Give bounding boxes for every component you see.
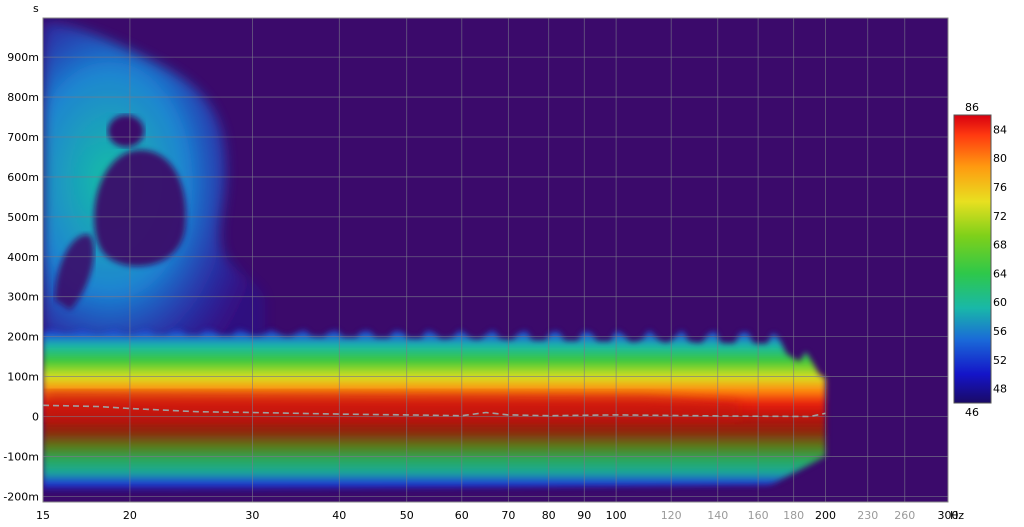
colorbar-tick-label: 84	[993, 123, 1007, 136]
x-tick-label: 200	[815, 509, 836, 522]
x-axis-unit: Hz	[950, 509, 964, 522]
y-tick-label: -100m	[3, 450, 39, 463]
colorbar-tick-label: 48	[993, 383, 1007, 396]
colorbar-ticks: 48 52 56 60 64 68 72 76 80 84	[993, 123, 1007, 395]
colorbar-tick-label: 64	[993, 267, 1007, 280]
decay-hole-center	[94, 150, 186, 267]
energy-band-core	[43, 390, 739, 423]
y-tick-label: 800m	[7, 91, 39, 104]
y-tick-label: -200m	[3, 490, 39, 503]
heatmap-layer	[43, 22, 826, 493]
x-tick-label: 260	[894, 509, 915, 522]
colorbar-gradient	[953, 114, 992, 404]
y-tick-label: 100m	[7, 371, 39, 384]
x-tick-label: 15	[36, 509, 50, 522]
x-tick-label: 230	[857, 509, 878, 522]
colorbar-tick-label: 80	[993, 152, 1007, 165]
x-tick-label: 50	[400, 509, 414, 522]
x-tick-label: 70	[501, 509, 515, 522]
y-tick-label: 700m	[7, 131, 39, 144]
y-tick-label: 200m	[7, 331, 39, 344]
colorbar-tick-label: 52	[993, 354, 1007, 367]
x-tick-label: 180	[783, 509, 804, 522]
x-tick-label: 90	[577, 509, 591, 522]
colorbar-tick-label: 60	[993, 296, 1007, 309]
decay-hole-upper	[108, 115, 144, 147]
y-tick-label: 600m	[7, 171, 39, 184]
x-tick-label: 160	[748, 509, 769, 522]
x-tick-label: 140	[707, 509, 728, 522]
y-tick-label: 500m	[7, 211, 39, 224]
colorbar-tick-label: 56	[993, 325, 1007, 338]
colorbar: 86 46 48 52 56 60 64 68 72 76 80 84	[953, 101, 1007, 419]
x-tick-label: 80	[542, 509, 556, 522]
x-tick-label: 30	[245, 509, 259, 522]
x-tick-label: 300	[938, 509, 959, 522]
colorbar-tick-label: 68	[993, 239, 1007, 252]
plot-frame	[42, 17, 949, 503]
colorbar-max-label: 86	[965, 101, 979, 114]
x-tick-label: 20	[123, 509, 137, 522]
x-axis-ticks: 15 20 30 40 50 60 70 80 90 100 120 140 160 180 200 230 2…	[36, 509, 959, 522]
colorbar-tick-label: 72	[993, 210, 1007, 223]
y-axis-ticks: 900m 800m 700m 600m 500m 400m 300m 200m 100m 0 -10…	[3, 51, 39, 503]
decay-hole-left	[55, 234, 94, 310]
y-tick-label: 0	[32, 411, 39, 424]
peak-trace-line	[42, 404, 826, 418]
y-axis-unit: s	[33, 2, 39, 15]
x-tick-label: 60	[455, 509, 469, 522]
x-tick-label: 100	[606, 509, 627, 522]
colorbar-min-label: 46	[965, 406, 979, 419]
y-tick-label: 900m	[7, 51, 39, 64]
x-tick-label: 40	[332, 509, 346, 522]
colorbar-tick-label: 76	[993, 181, 1007, 194]
x-tick-label: 120	[661, 509, 682, 522]
y-tick-label: 300m	[7, 291, 39, 304]
y-tick-label: 400m	[7, 251, 39, 264]
